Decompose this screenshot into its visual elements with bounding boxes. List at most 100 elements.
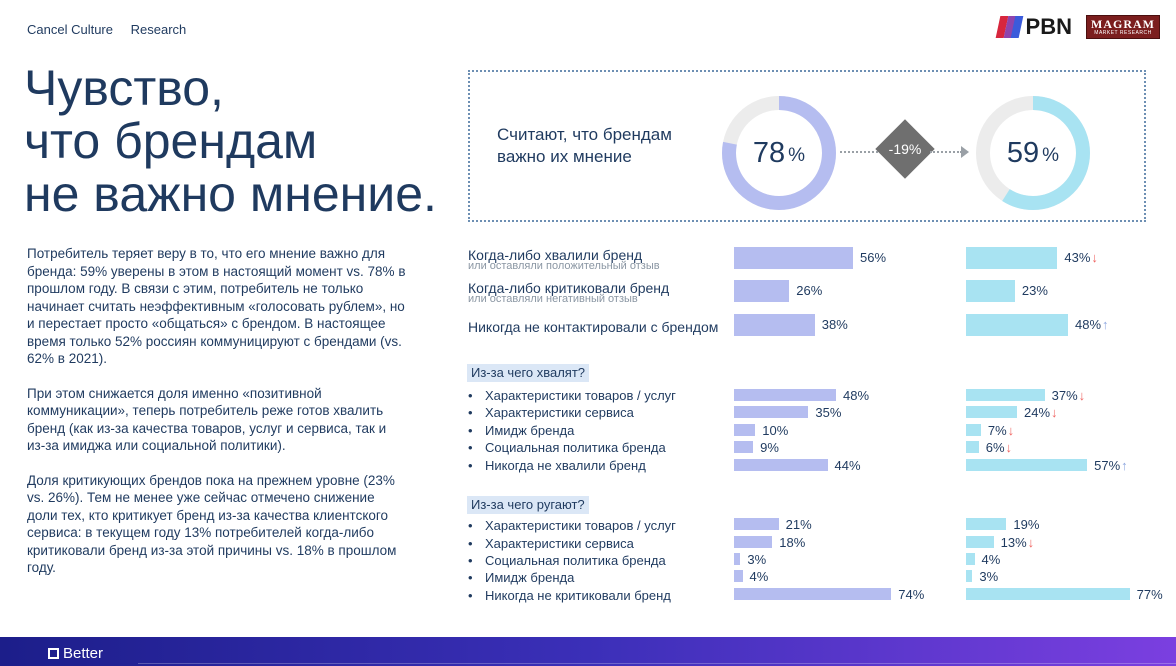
bar-curr bbox=[966, 553, 975, 565]
value-label-prev: 3% bbox=[747, 552, 767, 567]
summary-box bbox=[468, 70, 1146, 222]
change-arrow-left bbox=[840, 151, 882, 153]
footer-logo-text: Better bbox=[63, 645, 104, 662]
page-title-line-1: Чувство, bbox=[24, 60, 224, 116]
value-label-curr: 24%↓ bbox=[1024, 405, 1058, 420]
bar-prev bbox=[734, 570, 743, 582]
bar-curr bbox=[966, 424, 981, 436]
body-paragraph-1: Потребитель теряет веру в то, что его мн… bbox=[27, 246, 406, 366]
bar-prev bbox=[734, 406, 809, 418]
value-label-prev: 44% bbox=[834, 458, 861, 473]
donut-prev-value: 78% bbox=[720, 94, 838, 212]
donut-curr-unit: % bbox=[1042, 145, 1060, 166]
bar-prev bbox=[734, 553, 741, 565]
arrow-right-icon bbox=[961, 146, 969, 158]
bar-curr bbox=[966, 441, 979, 453]
body-paragraph-2: При этом снижается доля именно «позитивн… bbox=[27, 385, 387, 454]
value-label-curr: 19% bbox=[1013, 517, 1040, 532]
list-item: Характеристики товаров / услуг bbox=[468, 388, 676, 403]
value-label-prev: 56% bbox=[860, 250, 887, 265]
row-label: Когда-либо критиковали бренд bbox=[468, 280, 670, 296]
list-item: Социальная политика бренда bbox=[468, 440, 666, 455]
nav-item-cancel-culture[interactable]: Cancel Culture bbox=[27, 22, 113, 37]
change-value: -19% bbox=[888, 141, 922, 157]
value-label-prev: 26% bbox=[796, 283, 823, 298]
section-title-criticize: Из-за чего ругают? bbox=[467, 496, 589, 514]
better-logo-icon bbox=[48, 648, 59, 659]
bar-curr bbox=[966, 314, 1068, 336]
value-label-curr: 3% bbox=[979, 569, 999, 584]
bar-prev bbox=[734, 280, 790, 302]
row-sublabel: или оставляли положительный отзыв bbox=[468, 260, 660, 272]
value-label-curr: 7%↓ bbox=[987, 423, 1015, 438]
pbn-logo: PBN bbox=[995, 14, 1072, 40]
donut-curr: 59% bbox=[974, 94, 1092, 212]
arrow-down-icon: ↓ bbox=[1007, 423, 1015, 438]
value-label-curr: 57%↑ bbox=[1094, 458, 1128, 473]
row-label: Когда-либо хвалили бренд bbox=[468, 247, 643, 263]
body-text: Потребитель теряет веру в то, что его мн… bbox=[27, 245, 407, 594]
value-label-prev: 74% bbox=[898, 587, 925, 602]
bar-prev bbox=[734, 424, 756, 436]
value-label-curr: 13%↓ bbox=[1000, 535, 1035, 550]
change-arrow-right bbox=[930, 151, 962, 153]
bar-prev bbox=[734, 314, 815, 336]
value-label-prev: 9% bbox=[760, 440, 779, 455]
list-item: Характеристики товаров / услуг bbox=[468, 518, 676, 533]
list-item: Характеристики сервиса bbox=[468, 405, 634, 420]
donut-curr-svg bbox=[976, 96, 1090, 210]
value-label-prev: 38% bbox=[821, 317, 848, 332]
bar-prev bbox=[734, 247, 853, 269]
list-item: Характеристики сервиса bbox=[468, 536, 634, 551]
value-label-prev: 21% bbox=[785, 517, 812, 532]
arrow-down-icon: ↓ bbox=[1027, 535, 1035, 550]
bar-prev bbox=[734, 389, 836, 401]
magram-logo: MAGRAM MARKET RESEARCH bbox=[1086, 15, 1160, 39]
donut-prev-arc bbox=[722, 96, 836, 210]
value-label-curr: 23% bbox=[1021, 283, 1048, 298]
list-item: Никогда не хвалили бренд bbox=[468, 458, 646, 473]
bar-curr bbox=[966, 406, 1017, 418]
value-label-prev: 35% bbox=[815, 405, 842, 420]
bar-prev bbox=[734, 588, 892, 600]
bar-curr bbox=[966, 518, 1007, 530]
body-paragraph-3: Доля критикующих брендов пока на прежнем… bbox=[27, 472, 397, 576]
value-label-curr: 48%↑ bbox=[1075, 317, 1109, 332]
donut-prev: 78% bbox=[720, 94, 838, 212]
bar-curr bbox=[966, 536, 994, 548]
bar-curr bbox=[966, 459, 1088, 471]
value-label-prev: 10% bbox=[762, 423, 789, 438]
footer-divider bbox=[138, 663, 1176, 664]
bar-curr bbox=[966, 588, 1130, 600]
bar-prev bbox=[734, 441, 754, 453]
arrow-down-icon: ↓ bbox=[1005, 440, 1013, 455]
section-title-praise: Из-за чего хвалят? bbox=[467, 364, 590, 382]
donut-prev-number: 78 bbox=[752, 136, 786, 169]
value-label-curr: 6%↓ bbox=[985, 440, 1013, 455]
pbn-logo-text: PBN bbox=[1025, 14, 1072, 39]
magram-logo-sub: MARKET RESEARCH bbox=[1094, 30, 1152, 36]
bar-curr bbox=[966, 247, 1058, 269]
top-nav: Cancel Culture Research bbox=[27, 22, 200, 37]
arrow-down-icon: ↓ bbox=[1078, 388, 1086, 403]
page-title: Чувство, что брендам не важно мнение. bbox=[24, 62, 437, 221]
change-diamond: -19% bbox=[875, 119, 935, 179]
footer-logo: Better bbox=[48, 645, 103, 662]
bar-prev bbox=[734, 459, 828, 471]
bar-prev bbox=[734, 536, 773, 548]
value-label-prev: 4% bbox=[749, 569, 769, 584]
list-item: Имидж бренда bbox=[468, 570, 574, 585]
magram-logo-text: MAGRAM bbox=[1091, 17, 1155, 31]
bar-curr bbox=[966, 570, 973, 582]
pbn-mark-icon bbox=[995, 16, 1023, 38]
footer-bar bbox=[0, 637, 1176, 666]
nav-item-research[interactable]: Research bbox=[130, 22, 187, 37]
arrow-down-icon: ↓ bbox=[1091, 250, 1098, 265]
value-label-curr: 43%↓ bbox=[1064, 250, 1098, 265]
donut-curr-value: 59% bbox=[974, 94, 1092, 212]
bar-prev bbox=[734, 518, 779, 530]
row-sublabel: или оставляли негативный отзыв bbox=[468, 293, 638, 305]
value-label-prev: 48% bbox=[843, 388, 870, 403]
donut-curr-arc bbox=[976, 96, 1090, 210]
arrow-down-icon: ↓ bbox=[1051, 405, 1058, 420]
